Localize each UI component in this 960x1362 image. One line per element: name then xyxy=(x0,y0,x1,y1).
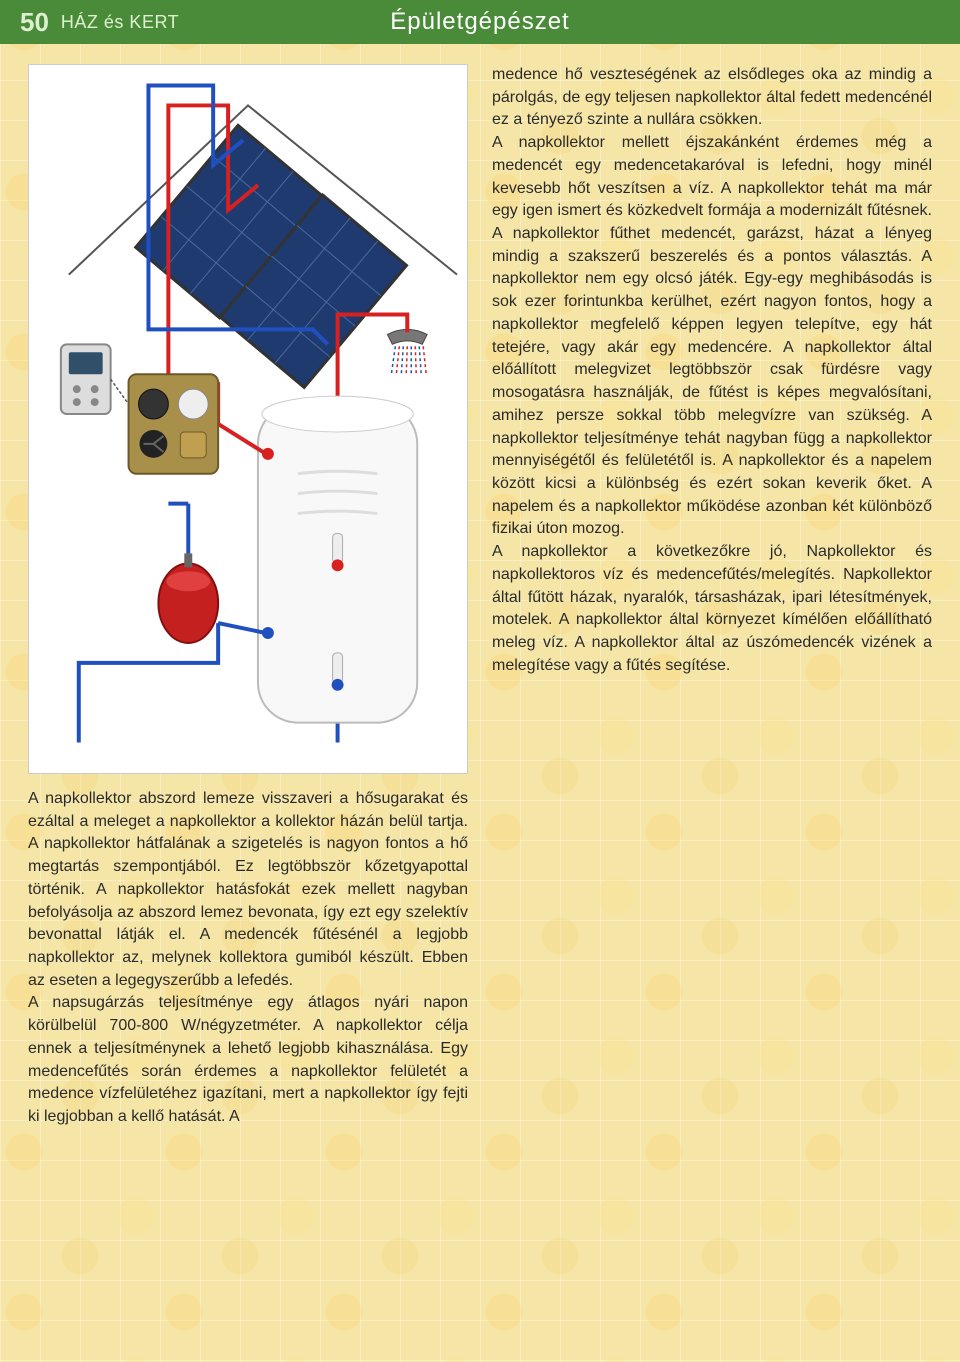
page-number: 50 xyxy=(20,7,49,38)
right-column: medence hő veszteségének az elsődleges o… xyxy=(492,64,932,1129)
section-title: Épületgépészet xyxy=(390,8,569,36)
article-left-text: A napkollektor abszord lemeze visszaveri… xyxy=(28,788,468,1129)
diagram-svg xyxy=(29,65,467,773)
page-header: 50 HÁZ és KERT Épületgépészet xyxy=(0,0,960,44)
article-right-text: medence hő veszteségének az elsődleges o… xyxy=(492,64,932,677)
page-content: A napkollektor abszord lemeze visszaveri… xyxy=(0,44,960,1149)
left-column: A napkollektor abszord lemeze visszaveri… xyxy=(28,64,468,1129)
solar-system-diagram xyxy=(28,64,468,774)
two-column-layout: A napkollektor abszord lemeze visszaveri… xyxy=(28,64,932,1129)
magazine-name: HÁZ és KERT xyxy=(61,12,179,33)
